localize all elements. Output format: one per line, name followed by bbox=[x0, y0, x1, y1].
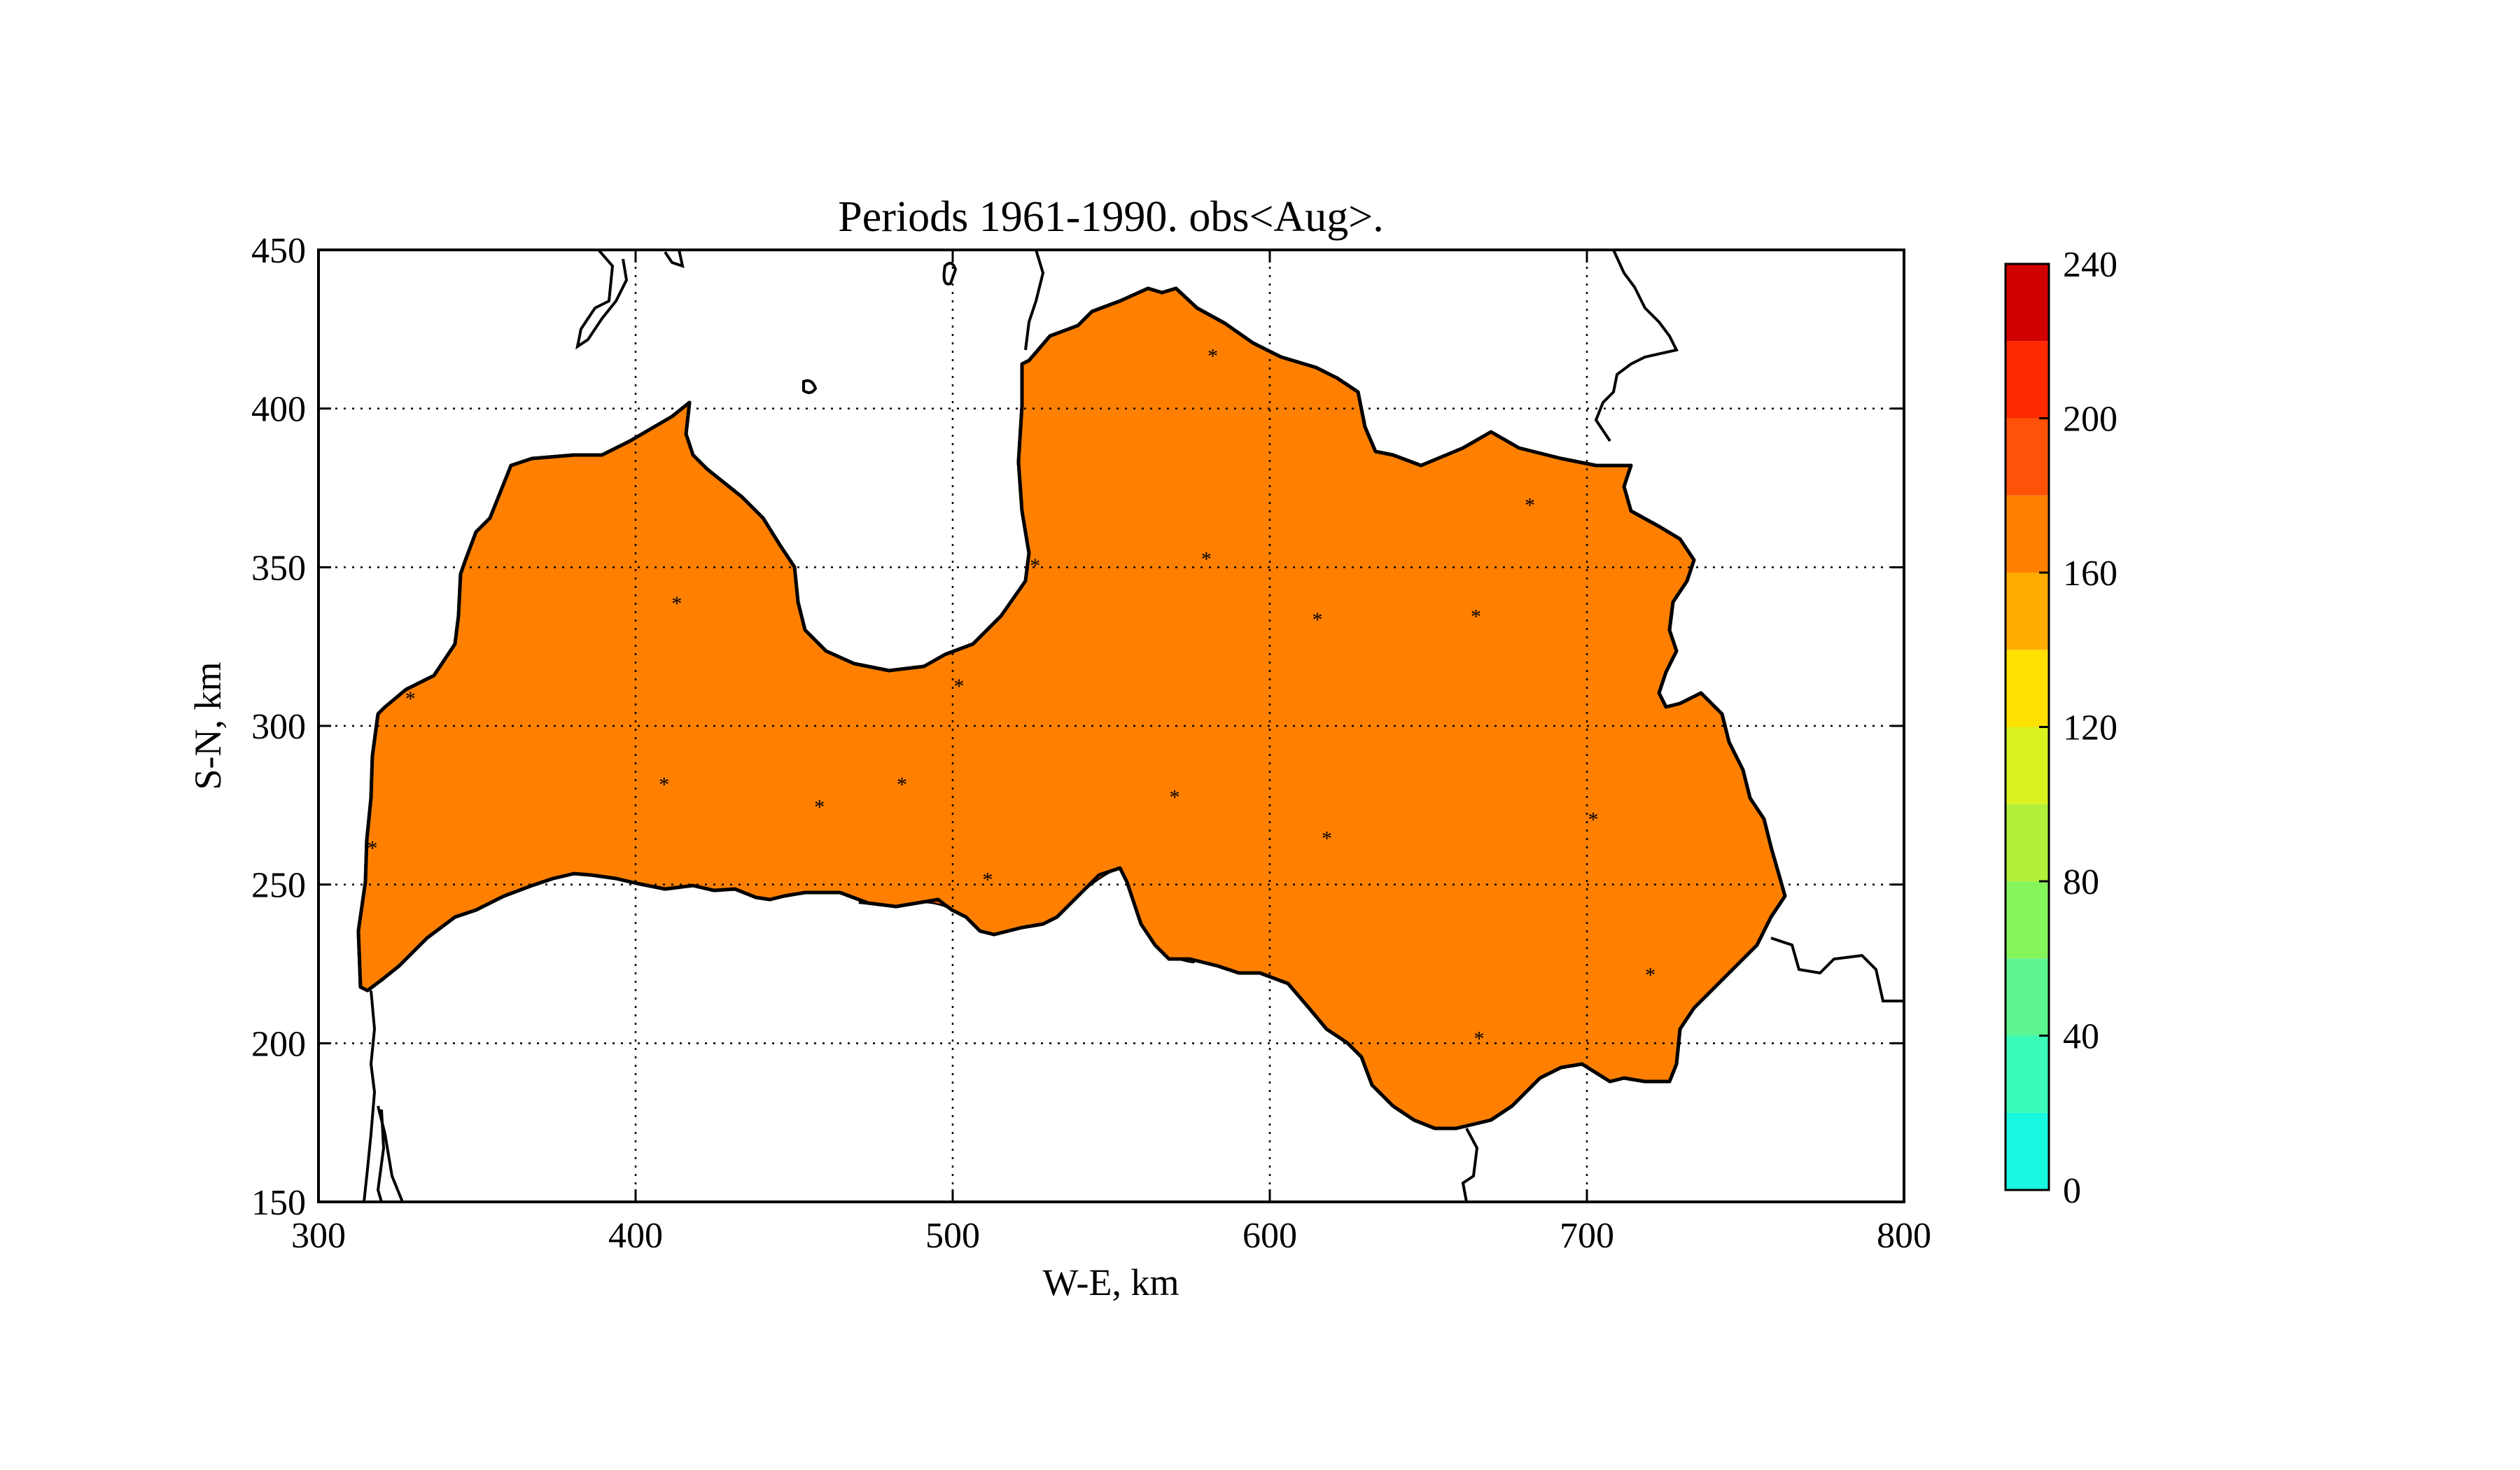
x-tick-label: 500 bbox=[925, 1216, 980, 1256]
x-tick-label: 700 bbox=[1560, 1216, 1614, 1256]
colorbar-swatch bbox=[2005, 495, 2049, 573]
station-marker: * bbox=[1201, 548, 1212, 571]
y-tick-label: 450 bbox=[251, 231, 306, 271]
x-tick-label: 600 bbox=[1242, 1216, 1297, 1256]
y-axis-label: S-N, km bbox=[187, 662, 229, 790]
colorbar-tick-label: 40 bbox=[2063, 1017, 2099, 1057]
colorbar-tick-label: 120 bbox=[2063, 708, 2118, 748]
y-tick-label: 300 bbox=[251, 707, 306, 747]
y-tick-label: 250 bbox=[251, 866, 306, 906]
x-tick-label: 400 bbox=[608, 1216, 663, 1256]
station-marker: * bbox=[1474, 1027, 1484, 1050]
colorbar-swatch bbox=[2005, 650, 2049, 727]
station-marker: * bbox=[1588, 808, 1599, 831]
station-marker: * bbox=[405, 687, 416, 710]
y-tick-label: 400 bbox=[251, 390, 306, 430]
colorbar-tick-label: 0 bbox=[2063, 1171, 2081, 1211]
axes: 300 400 500 600 700 800 150 200 250 300 350 400 450 bbox=[251, 231, 1931, 1256]
station-marker: * bbox=[1322, 827, 1332, 850]
colorbar-swatch bbox=[2005, 418, 2049, 496]
colorbar-tick-label: 200 bbox=[2063, 400, 2118, 440]
station-marker: * bbox=[1312, 608, 1322, 631]
colorbar-swatch bbox=[2005, 573, 2049, 650]
x-tick-label: 800 bbox=[1877, 1216, 1931, 1256]
y-tick-label: 350 bbox=[251, 548, 306, 588]
colorbar-swatch bbox=[2005, 804, 2049, 881]
x-axis-label: W-E, km bbox=[1043, 1261, 1180, 1303]
plot-area: * * * * * * * * * * * * * * * * * * * bbox=[318, 250, 1904, 1202]
stations: * * * * * * * * * * * * * * * * * * * bbox=[368, 345, 1656, 1051]
x-tick-label: 300 bbox=[291, 1216, 346, 1256]
station-marker: * bbox=[954, 675, 965, 698]
neighbor-outlines bbox=[363, 250, 1904, 1202]
station-marker: * bbox=[897, 774, 907, 797]
colorbar-swatch bbox=[2005, 727, 2049, 804]
colorbar-swatch bbox=[2005, 1112, 2049, 1190]
colorbar: 0 40 80 120 160 200 240 bbox=[2004, 245, 2118, 1211]
station-marker: * bbox=[814, 795, 825, 818]
station-marker: * bbox=[1645, 964, 1656, 987]
station-marker: * bbox=[1471, 605, 1481, 628]
colorbar-swatch bbox=[2005, 881, 2049, 959]
colorbar-tick-label: 160 bbox=[2063, 554, 2118, 594]
station-marker: * bbox=[1030, 554, 1040, 578]
station-marker: * bbox=[671, 592, 682, 615]
colorbar-swatch bbox=[2005, 958, 2049, 1036]
y-tick-label: 150 bbox=[251, 1183, 306, 1223]
station-marker: * bbox=[982, 869, 993, 892]
colorbar-tick-label: 240 bbox=[2063, 245, 2118, 285]
y-tick-label: 200 bbox=[251, 1024, 306, 1064]
colorbar-swatch bbox=[2005, 1035, 2049, 1113]
colorbar-swatch bbox=[2005, 341, 2049, 419]
station-marker: * bbox=[1208, 345, 1218, 368]
chart-title: Periods 1961-1990. obs<Aug>. bbox=[838, 193, 1383, 241]
colorbar-tick-label: 80 bbox=[2063, 862, 2099, 902]
station-marker: * bbox=[368, 836, 378, 860]
station-marker: * bbox=[659, 774, 669, 797]
station-marker: * bbox=[1170, 786, 1180, 809]
colorbar-swatch bbox=[2005, 264, 2049, 342]
station-marker: * bbox=[1525, 494, 1535, 517]
